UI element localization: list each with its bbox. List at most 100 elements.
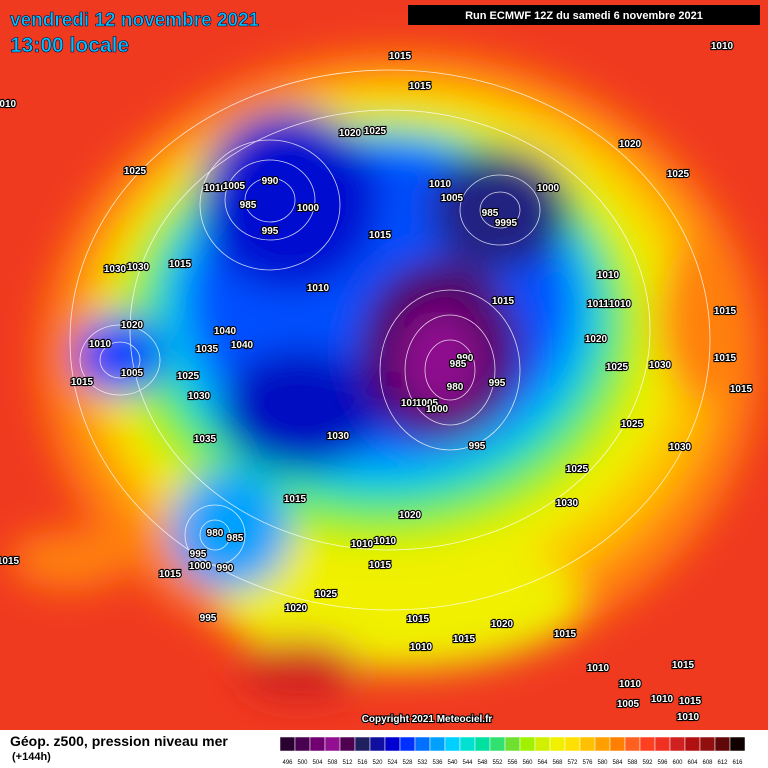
pressure-label: 1030 xyxy=(556,498,579,509)
legend-label: 568 xyxy=(552,760,563,766)
pressure-label: 1010 xyxy=(677,712,700,723)
pressure-label: 995 xyxy=(489,378,506,389)
pressure-label: 1010 xyxy=(351,539,374,550)
pressure-label: 1005 xyxy=(121,368,144,379)
pressure-label: 980 xyxy=(207,528,224,539)
pressure-label: 1010 xyxy=(204,183,227,194)
legend-swatch xyxy=(399,736,416,752)
pressure-label: 1020 xyxy=(399,510,422,521)
run-info: Run ECMWF 12Z du samedi 6 novembre 2021 xyxy=(465,10,703,22)
legend-label: 588 xyxy=(627,760,638,766)
legend-swatch xyxy=(549,736,566,752)
pressure-label: 1015 xyxy=(159,569,182,580)
legend-label: 572 xyxy=(567,760,578,766)
pressure-label: 1015 xyxy=(389,51,412,62)
legend-label: 556 xyxy=(507,760,518,766)
legend-swatch xyxy=(489,736,506,752)
legend-swatch xyxy=(564,736,581,752)
lead-time: (+144h) xyxy=(12,751,51,763)
pressure-label: 1025 xyxy=(566,464,589,475)
pressure-label: 9995 xyxy=(495,218,518,229)
legend-swatch xyxy=(504,736,521,752)
legend-swatch xyxy=(534,736,551,752)
legend-swatch xyxy=(594,736,611,752)
legend-swatch xyxy=(384,736,401,752)
pressure-label: 980 xyxy=(447,382,464,393)
footer-title: Géop. z500, pression niveau mer xyxy=(10,733,228,749)
legend: 496 500 504 508 512 516 520 524 528 532 536 540 544 5… xyxy=(279,736,746,766)
pressure-label: 1010 xyxy=(597,270,620,281)
pressure-label: 1020 xyxy=(339,128,362,139)
pressure-label: 1030 xyxy=(327,431,350,442)
legend-label: 600 xyxy=(672,760,683,766)
legend-label: 608 xyxy=(702,760,713,766)
legend-label: 560 xyxy=(522,760,533,766)
pressure-label: 1011 xyxy=(587,299,609,310)
pressure-label: 1015 xyxy=(71,377,94,388)
pressure-label: 1025 xyxy=(315,589,338,600)
legend-label: 544 xyxy=(462,760,473,766)
pressure-label: 1025 xyxy=(124,166,147,177)
run-box xyxy=(408,5,760,25)
legend-label: 532 xyxy=(417,760,428,766)
date: vendredi 12 novembre 2021 xyxy=(10,10,260,31)
pressure-label: 1005 xyxy=(223,181,246,192)
pressure-label: 1010 xyxy=(401,398,424,409)
pressure-label: 1025 xyxy=(667,169,690,180)
legend-swatch xyxy=(609,736,626,752)
pressure-label: 1020 xyxy=(491,619,514,630)
copyright: Copyright 2021 Meteociel.fr xyxy=(362,714,493,725)
pressure-label: 1020 xyxy=(619,139,642,150)
legend-label: 604 xyxy=(687,760,698,766)
pressure-label: 1015 xyxy=(714,353,737,364)
pressure-label: 1030 xyxy=(669,442,692,453)
pressure-label: 1015 xyxy=(0,556,20,567)
pressure-label: 1040 xyxy=(231,340,254,351)
pressure-label: 1005 xyxy=(617,699,640,710)
pressure-label: 1015 xyxy=(169,259,192,270)
pressure-label: 1015 xyxy=(492,296,515,307)
legend-swatch xyxy=(414,736,431,752)
legend-swatch xyxy=(429,736,446,752)
pressure-label: 1010 xyxy=(619,679,642,690)
pressure-label: 1015 xyxy=(369,560,392,571)
legend-label: 528 xyxy=(402,760,413,766)
legend-label: 520 xyxy=(372,760,383,766)
legend-label: 496 xyxy=(282,760,293,766)
pressure-label: 1010 xyxy=(307,283,330,294)
legend-label: 592 xyxy=(642,760,653,766)
legend-swatch xyxy=(474,736,491,752)
pressure-label: 995 xyxy=(262,226,279,237)
pressure-label: 1030 xyxy=(649,360,672,371)
legend-swatch xyxy=(669,736,686,752)
legend-swatch xyxy=(639,736,656,752)
pressure-label: 1025 xyxy=(621,419,644,430)
pressure-label: 1015 xyxy=(369,230,392,241)
pressure-labels: 1015101510101010102510201025102010259901… xyxy=(0,40,754,724)
pressure-label: 1010 xyxy=(609,299,632,310)
legend-swatch xyxy=(294,736,311,752)
pressure-label: 1035 xyxy=(196,344,219,355)
pressure-label: 985 xyxy=(482,208,499,219)
legend-label: 548 xyxy=(477,760,488,766)
pressure-label: 1005 xyxy=(416,398,439,409)
pressure-label: 1010 xyxy=(651,694,674,705)
pressure-label: 1010 xyxy=(429,179,452,190)
pressure-label: 1025 xyxy=(364,126,387,137)
pressure-label: 1015 xyxy=(453,634,476,645)
pressure-label: 1010 xyxy=(374,536,397,547)
legend-swatch xyxy=(339,736,356,752)
legend-label: 580 xyxy=(597,760,608,766)
legend-swatch xyxy=(579,736,596,752)
pressure-label: 1005 xyxy=(441,193,464,204)
pressure-label: 1020 xyxy=(285,603,308,614)
pressure-label: 1015 xyxy=(284,494,307,505)
pressure-label: 1010 xyxy=(410,642,433,653)
pressure-label: 1010 xyxy=(711,41,734,52)
legend-swatch xyxy=(459,736,476,752)
pressure-label: 1000 xyxy=(189,561,212,572)
pressure-label: 1015 xyxy=(730,384,753,395)
legend-label: 616 xyxy=(732,760,743,766)
legend-swatch xyxy=(279,736,296,752)
